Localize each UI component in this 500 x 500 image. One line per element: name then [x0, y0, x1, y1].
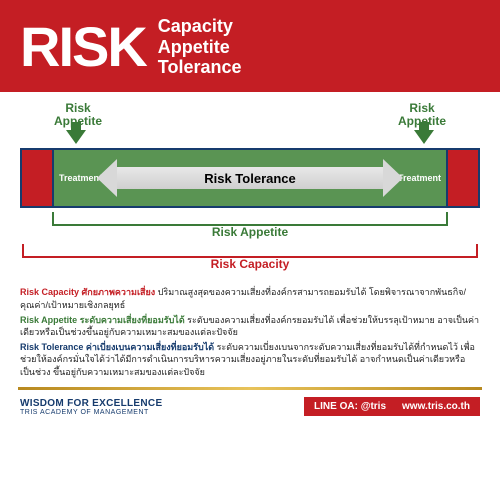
top-labels: RiskAppetite RiskAppetite: [20, 102, 480, 128]
divider-gold: [18, 387, 482, 390]
definitions: Risk Capacity ศักยภาพความเสี่ยง ปริมาณสู…: [0, 262, 500, 386]
line-oa: LINE OA: @tris: [314, 401, 386, 412]
arrow-down-icon: [414, 130, 434, 144]
header-banner: RISK Capacity Appetite Tolerance: [0, 0, 500, 92]
term-tolerance: Risk Tolerance ค่าเบี่ยงเบนความเสี่ยงที่…: [20, 342, 214, 352]
tolerance-zone: Risk Tolerance: [107, 171, 393, 186]
footer: WISDOM FOR EXCELLENCE TRIS ACADEMY OF MA…: [0, 393, 500, 424]
term-capacity: Risk Capacity ศักยภาพความเสี่ยง: [20, 287, 155, 297]
bracket-appetite: Risk Appetite: [52, 212, 448, 226]
red-zone-left: [22, 150, 52, 206]
bracket-appetite-label: Risk Appetite: [212, 225, 288, 239]
brackets: Risk Appetite Risk Capacity: [20, 212, 480, 258]
wisdom-text: WISDOM FOR EXCELLENCE: [20, 398, 162, 409]
down-arrows: [20, 130, 480, 144]
footer-right: LINE OA: @tris www.tris.co.th: [304, 397, 480, 416]
bracket-capacity-label: Risk Capacity: [211, 257, 290, 271]
arrow-down-icon: [66, 130, 86, 144]
logo-area: WISDOM FOR EXCELLENCE TRIS ACADEMY OF MA…: [20, 398, 162, 416]
def-tolerance: Risk Tolerance ค่าเบี่ยงเบนความเสี่ยงที่…: [20, 341, 480, 379]
tris-text: TRIS ACADEMY OF MANAGEMENT: [20, 409, 162, 416]
title-risk: RISK: [20, 23, 146, 71]
sub-capacity: Capacity: [158, 16, 242, 37]
risk-bar: Treatment Risk Tolerance Treatment: [20, 148, 480, 208]
capacity-bar: Treatment Risk Tolerance Treatment: [20, 148, 480, 208]
term-appetite: Risk Appetite ระดับความเสี่ยงที่ยอมรับได…: [20, 315, 185, 325]
def-capacity: Risk Capacity ศักยภาพความเสี่ยง ปริมาณสู…: [20, 286, 480, 311]
sub-appetite: Appetite: [158, 37, 242, 58]
sub-tolerance: Tolerance: [158, 57, 242, 78]
bracket-capacity: Risk Capacity: [22, 244, 478, 258]
red-zone-right: [448, 150, 478, 206]
diagram: RiskAppetite RiskAppetite Treatment Risk…: [0, 92, 500, 262]
tolerance-label: Risk Tolerance: [204, 171, 296, 186]
def-appetite: Risk Appetite ระดับความเสี่ยงที่ยอมรับได…: [20, 314, 480, 339]
website: www.tris.co.th: [402, 401, 470, 412]
title-sub: Capacity Appetite Tolerance: [158, 16, 242, 78]
appetite-zone: Treatment Risk Tolerance Treatment: [52, 150, 448, 206]
